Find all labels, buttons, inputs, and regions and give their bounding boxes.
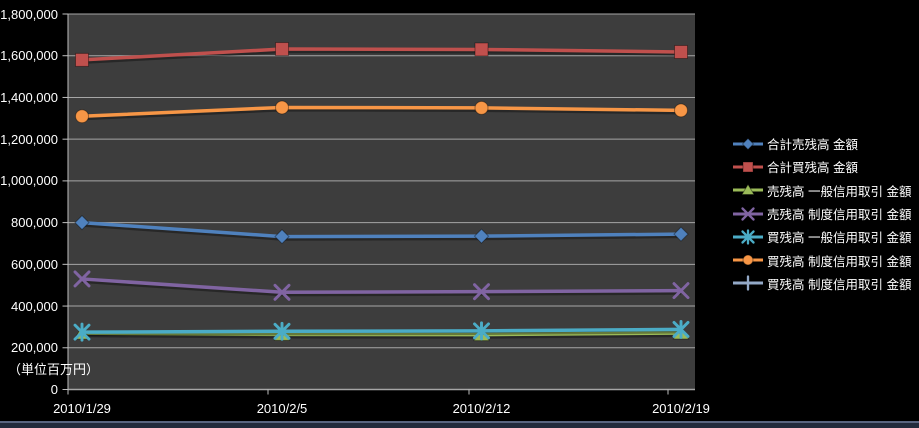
- legend-item: 売残高 一般信用取引 金額: [731, 179, 919, 202]
- series-line: [80, 331, 683, 337]
- y-axis-label: 200,000: [11, 340, 58, 356]
- series-markers: [73, 319, 690, 342]
- series-line: [80, 220, 683, 239]
- y-axis-label: 600,000: [11, 256, 58, 272]
- legend-item: 合計買残高 金額: [731, 155, 919, 178]
- legend-marker-icon: [733, 275, 763, 292]
- legend-marker-icon: [733, 229, 763, 245]
- y-axis-label: 1,200,000: [0, 131, 58, 147]
- legend-label: 合計買残高 金額: [767, 161, 858, 176]
- plot-area: [68, 14, 695, 390]
- unit-label: （単位百万円）: [8, 362, 100, 377]
- legend-item: 買残高 一般信用取引 金額: [731, 225, 919, 248]
- legend: 合計売残高 金額 合計買残高 金額売残高 一般信用取引 金額 売残高 制度信用取引 …: [731, 132, 919, 295]
- series-markers: [75, 42, 688, 67]
- series-line: [80, 47, 683, 62]
- x-axis-label: 2010/1/29: [53, 401, 111, 416]
- x-axis-label: 2010/2/12: [452, 401, 511, 416]
- legend-item: 買残高 制度信用取引 金額: [731, 272, 919, 295]
- y-axis-label: 400,000: [11, 298, 58, 314]
- y-axis-label: 0: [50, 382, 58, 397]
- y-axis-label: 800,000: [11, 215, 58, 231]
- y-axis-label: 1,400,000: [0, 89, 58, 105]
- legend-marker-icon: [733, 206, 763, 221]
- x-axis-label: 2010/2/19: [652, 401, 710, 416]
- series-markers: [73, 270, 690, 301]
- legend-marker-icon: [733, 183, 763, 196]
- legend-label: 買残高 一般信用取引 金額: [767, 231, 912, 246]
- legend-label: 買残高 制度信用取引 金額: [767, 254, 912, 269]
- y-axis-label: 1,000,000: [0, 173, 58, 189]
- series-markers: [75, 100, 688, 124]
- legend-label: 売残高 一般信用取引 金額: [767, 184, 912, 199]
- y-axis-label: 1,600,000: [0, 48, 58, 64]
- series-markers: [74, 214, 689, 245]
- legend-item: 売残高 制度信用取引 金額: [731, 202, 919, 225]
- series-line: [80, 327, 683, 334]
- legend-label: 合計売残高 金額: [767, 138, 858, 153]
- legend-item: 合計売残高 金額: [731, 132, 919, 155]
- series-line: [80, 105, 683, 118]
- legend-marker-icon: [733, 254, 763, 266]
- legend-marker-icon: [733, 137, 763, 150]
- legend-marker-icon: [733, 161, 763, 173]
- series-line: [80, 277, 683, 295]
- legend-label: 買残高 制度信用取引 金額: [767, 277, 912, 292]
- y-axis-label: 1,800,000: [0, 6, 58, 22]
- legend-label: 売残高 制度信用取引 金額: [767, 208, 912, 223]
- legend-item: 買残高 制度信用取引 金額: [731, 248, 919, 271]
- x-axis-label: 2010/2/5: [256, 401, 308, 416]
- bottom-window-strip: [0, 421, 919, 428]
